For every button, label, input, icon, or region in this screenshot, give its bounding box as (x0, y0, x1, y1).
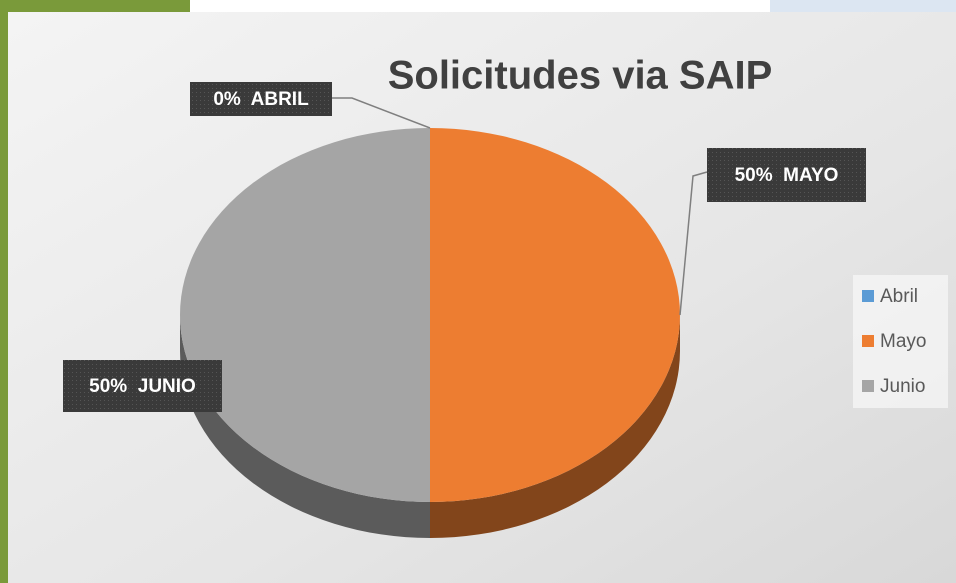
legend-swatch (862, 290, 874, 302)
legend-swatch (862, 380, 874, 392)
legend-label: Junio (880, 376, 925, 397)
pie-sides (180, 315, 680, 538)
data-label: 50% MAYO (735, 165, 839, 186)
top-strip (190, 0, 770, 12)
pie-tops (180, 128, 680, 502)
chart-title: Solicitudes via SAIP (388, 54, 773, 98)
slice-side (180, 315, 430, 538)
slice-side (430, 315, 680, 538)
leader-line (332, 97, 431, 129)
data-label: 50% JUNIO (89, 376, 196, 397)
data-label-box (63, 360, 222, 412)
data-label-box (707, 148, 866, 202)
top-strip-blue (770, 0, 956, 12)
slice (180, 128, 430, 502)
legend-swatch (862, 335, 874, 347)
data-label-box (190, 82, 332, 116)
legend-label: Mayo (880, 331, 926, 352)
slice (430, 128, 680, 502)
data-label: 0% ABRIL (213, 89, 309, 110)
leader-line (679, 171, 708, 316)
legend-label: Abril (880, 286, 918, 307)
pie (180, 128, 680, 538)
